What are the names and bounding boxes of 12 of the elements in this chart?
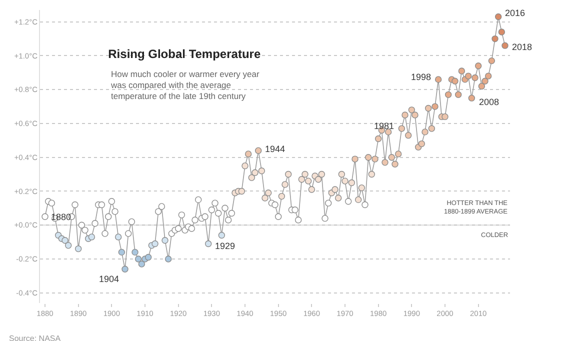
annotation: 1880 (51, 212, 72, 222)
annotation: 2018 (512, 42, 532, 52)
text: How much cooler or warmer every year was compared with the average temperature of the late 19th century (110, 69, 260, 102)
annotation: 2008 (479, 97, 500, 107)
annotation: 1904 (99, 274, 120, 284)
annotation: 1998 (411, 72, 432, 82)
annotation: 1944 (265, 144, 286, 154)
text: Rising Global Temperature (108, 47, 261, 62)
annotation: 2016 (505, 8, 526, 18)
source-note: Source: NASA (9, 334, 62, 341)
annotation: 1929 (215, 241, 236, 251)
annotation: 1981 (374, 121, 394, 131)
